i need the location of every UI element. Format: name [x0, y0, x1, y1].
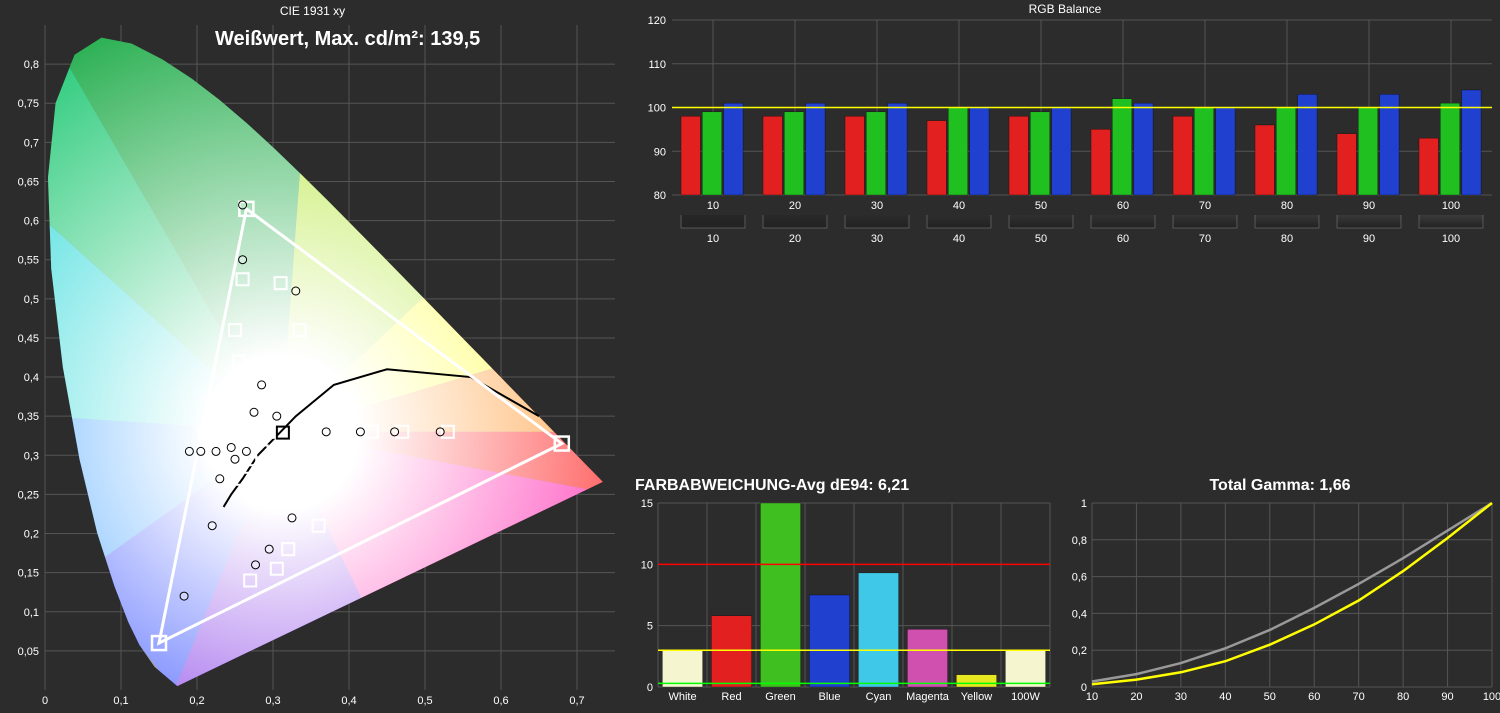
svg-text:70: 70 — [1353, 691, 1365, 703]
svg-text:10: 10 — [641, 559, 653, 571]
svg-text:60: 60 — [1117, 233, 1129, 245]
cie-title: CIE 1931 xy — [0, 4, 625, 18]
svg-text:0,4: 0,4 — [24, 372, 39, 384]
svg-text:90: 90 — [1363, 200, 1375, 212]
svg-text:40: 40 — [1219, 691, 1231, 703]
svg-text:20: 20 — [789, 233, 801, 245]
svg-text:70: 70 — [1199, 233, 1211, 245]
svg-text:0,15: 0,15 — [18, 568, 39, 580]
svg-text:Red: Red — [721, 691, 741, 703]
svg-text:0,6: 0,6 — [24, 216, 39, 228]
svg-text:0,5: 0,5 — [24, 294, 39, 306]
svg-text:0,2: 0,2 — [1072, 645, 1087, 657]
svg-text:80: 80 — [1397, 691, 1409, 703]
svg-text:80: 80 — [1281, 233, 1293, 245]
svg-text:0,8: 0,8 — [1072, 535, 1087, 547]
svg-text:0,05: 0,05 — [18, 646, 39, 658]
svg-text:70: 70 — [1199, 200, 1211, 212]
svg-text:0,3: 0,3 — [24, 450, 39, 462]
svg-text:50: 50 — [1264, 691, 1276, 703]
svg-text:0,45: 0,45 — [18, 333, 39, 345]
svg-text:110: 110 — [648, 59, 666, 71]
svg-text:Blue: Blue — [818, 691, 840, 703]
svg-text:0,6: 0,6 — [1072, 572, 1087, 584]
svg-text:30: 30 — [871, 200, 883, 212]
svg-text:0,1: 0,1 — [113, 695, 128, 707]
svg-text:100: 100 — [648, 103, 666, 115]
farbabw-chart: 0 5 10 15 White Red Green Blue Cyan Magenta Yellow… — [630, 475, 1055, 708]
svg-text:40: 40 — [953, 233, 965, 245]
svg-text:0,4: 0,4 — [1072, 608, 1087, 620]
svg-text:Green: Green — [765, 691, 796, 703]
cie-overlay-text: Weißwert, Max. cd/m²: 139,5 — [215, 28, 480, 51]
svg-text:0,7: 0,7 — [24, 137, 39, 149]
cie-chart: 0 0,1 0,2 0,3 0,4 0,5 0,6 0,7 0,05 0,1 0,15 0,2 0,25… — [0, 0, 625, 708]
svg-text:0,75: 0,75 — [18, 98, 39, 110]
svg-text:0: 0 — [42, 695, 48, 707]
svg-text:120: 120 — [648, 15, 666, 27]
svg-text:0,35: 0,35 — [18, 411, 39, 423]
svg-text:90: 90 — [654, 146, 666, 158]
svg-text:Yellow: Yellow — [961, 691, 992, 703]
svg-text:White: White — [668, 691, 696, 703]
svg-text:0,7: 0,7 — [569, 695, 584, 707]
svg-text:1: 1 — [1081, 498, 1087, 510]
svg-text:5: 5 — [647, 621, 653, 633]
svg-text:0,2: 0,2 — [189, 695, 204, 707]
farbabw-panel: FARBABWEICHUNG-Avg dE94: 6,21 051015Whit… — [630, 475, 1055, 708]
svg-text:0,65: 0,65 — [18, 176, 39, 188]
svg-text:20: 20 — [789, 200, 801, 212]
svg-text:50: 50 — [1035, 200, 1047, 212]
cie-chart-panel: CIE 1931 xy Weißwert, Max. cd/m²: 139,5 … — [0, 0, 625, 708]
svg-text:15: 15 — [641, 498, 653, 510]
svg-text:90: 90 — [1363, 233, 1375, 245]
farbabw-title: FARBABWEICHUNG-Avg dE94: 6,21 — [635, 477, 1060, 495]
svg-text:0,4: 0,4 — [341, 695, 356, 707]
svg-text:0,2: 0,2 — [24, 529, 39, 541]
svg-text:100W: 100W — [1011, 691, 1040, 703]
svg-text:50: 50 — [1035, 233, 1047, 245]
svg-text:40: 40 — [953, 200, 965, 212]
svg-text:100: 100 — [1442, 200, 1460, 212]
svg-text:30: 30 — [871, 233, 883, 245]
svg-text:10: 10 — [1086, 691, 1098, 703]
svg-text:Cyan: Cyan — [866, 691, 892, 703]
svg-text:0,55: 0,55 — [18, 255, 39, 267]
svg-text:0,3: 0,3 — [265, 695, 280, 707]
svg-text:10: 10 — [707, 233, 719, 245]
gamma-panel: Total Gamma: 1,66 00,20,40,60,8110203040… — [1060, 475, 1500, 708]
svg-text:90: 90 — [1441, 691, 1453, 703]
svg-text:0,6: 0,6 — [493, 695, 508, 707]
svg-text:20: 20 — [1130, 691, 1142, 703]
rgb-balance-panel: RGB Balance 8090100110120102030405060708… — [630, 0, 1500, 215]
svg-text:60: 60 — [1308, 691, 1320, 703]
svg-text:10: 10 — [707, 200, 719, 212]
svg-text:Magenta: Magenta — [906, 691, 950, 703]
rgb-balance-chart: 80 90 100 110 120 10 20 30 40 50 60 70 80 90 100 — [630, 0, 1500, 215]
svg-text:80: 80 — [1281, 200, 1293, 212]
svg-text:80: 80 — [654, 190, 666, 202]
svg-text:0,1: 0,1 — [24, 607, 39, 619]
svg-text:60: 60 — [1117, 200, 1129, 212]
svg-text:100: 100 — [1483, 691, 1500, 703]
svg-text:30: 30 — [1175, 691, 1187, 703]
gamma-title: Total Gamma: 1,66 — [1060, 477, 1500, 495]
svg-text:WEISS: D65: WEISS: D65 — [291, 445, 353, 457]
svg-text:0: 0 — [647, 682, 653, 694]
svg-text:100: 100 — [1442, 233, 1460, 245]
svg-text:0,25: 0,25 — [18, 489, 39, 501]
gamma-chart: 00,20,40,60,81102030405060708090100 — [1060, 475, 1500, 708]
svg-text:0,8: 0,8 — [24, 59, 39, 71]
rgb-balance-title: RGB Balance — [630, 2, 1500, 16]
svg-text:0,5: 0,5 — [417, 695, 432, 707]
